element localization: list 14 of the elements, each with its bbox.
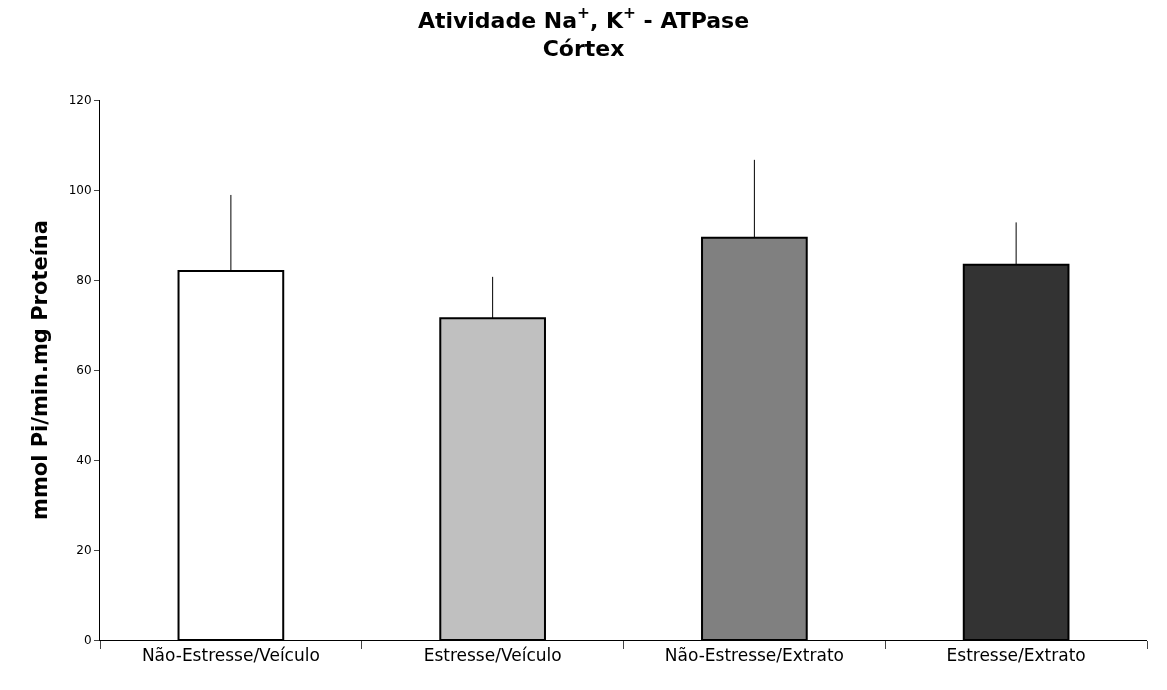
y-axis-title: mmol Pi/min.mg Proteína — [27, 220, 52, 520]
y-tick-label: 0 — [83, 633, 92, 648]
x-tick-label: Não-Estresse/Extrato — [664, 645, 844, 666]
x-tick-label: Estresse/Veículo — [423, 645, 562, 666]
y-tick-label: 20 — [76, 543, 92, 558]
x-tick-label: Estresse/Extrato — [946, 645, 1086, 666]
chart-subtitle: Córtex — [542, 36, 625, 62]
y-tick-label: 60 — [76, 363, 92, 378]
y-tick-label: 100 — [68, 183, 92, 198]
y-tick-label: 120 — [68, 93, 92, 108]
y-tick-label: 80 — [76, 273, 92, 288]
y-tick-label: 40 — [76, 453, 92, 468]
chart-title: Atividade Na$^{+}$, K$^{+}$ - ATPase — [417, 4, 750, 33]
x-tick-label: Não-Estresse/Veículo — [141, 645, 320, 666]
